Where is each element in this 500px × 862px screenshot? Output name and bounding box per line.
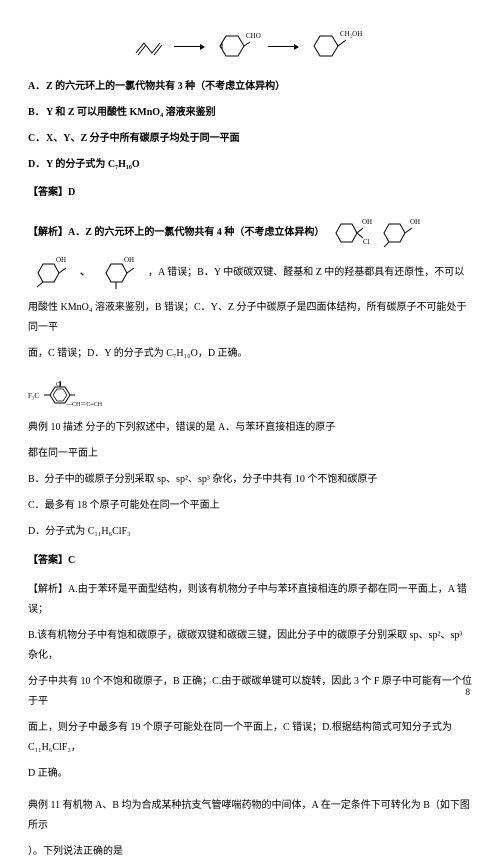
svg-text:OH: OH <box>56 256 66 264</box>
cyclohexene-cho: CHO <box>210 28 262 64</box>
analysis-1: 【解析】A．Z 的六元环上的一氯代物共有 4 种（不考虑立体异构） OH Cl … <box>28 216 472 364</box>
analysis2-p2: B.该有机物分子中有饱和碳原子，碳碳双键和碳碳三键，因此分子中的碳原子分别采取 … <box>28 626 472 666</box>
option-a: A．Z 的六元环上的一氯代物共有 3 种（不考虑立体异构） <box>28 78 472 96</box>
ex10-line1a: 典例 10 描述 分子的下列叙述中，错误的是 A．与苯环直接相连的原子 <box>28 418 472 438</box>
svg-text:Cl: Cl <box>56 382 62 388</box>
struct-small-2: OH <box>376 216 424 250</box>
svg-text:OH: OH <box>410 218 420 226</box>
answer-1: 【答案】D <box>28 184 472 202</box>
ex10-b: B．分子中的碳原子分别采取 sp、sp²、sp³ 杂化，分子中共有 10 个不饱… <box>28 470 472 490</box>
option-b-text: Y 和 Z 可以用酸性 KMnO₄ 溶液来鉴别 <box>46 107 216 118</box>
page-number: 8 <box>466 684 471 700</box>
analysis-1-tail1: ，A 错误；B．Y 中碳碳双键、醛基和 Z 中的羟基都具有还原性，不可以 <box>148 263 464 283</box>
svg-text:F₃C: F₃C <box>28 392 39 400</box>
svg-text:—CH＝C≡CH: —CH＝C≡CH <box>65 402 103 408</box>
svg-text:OH: OH <box>124 256 134 264</box>
ex10-c: C．最多有 18 个原子可能处在同一个平面上 <box>28 496 472 516</box>
benzene-structure: F₃C Cl —CH＝C≡CH <box>28 378 106 412</box>
analysis2-p1: 【解析】A.由于苯环是平面型结构，则该有机物分子中与苯环直接相连的原子都在同一平… <box>28 580 472 620</box>
ex10-d: D．分子式为 C₁₁H₆ClF₃ <box>28 522 472 542</box>
option-a-text: Z 的六元环上的一氯代物共有 3 种（不考虑立体异构） <box>46 81 285 92</box>
arrow-icon <box>268 46 298 47</box>
struct-small-4: OH <box>96 254 142 292</box>
ex11-p2: ）。下列说法正确的是 <box>28 842 472 862</box>
svg-text:Cl: Cl <box>363 238 370 246</box>
svg-text:OH: OH <box>362 218 372 226</box>
analysis2-p5: D 正确。 <box>28 764 472 784</box>
diene-structure <box>134 33 168 59</box>
option-d-text: Y 的分子式为 C₇H₁₀O <box>46 159 140 170</box>
struct-small-1: OH Cl <box>328 216 376 250</box>
cyclohexane-ch2oh: CH₂OH <box>304 28 366 64</box>
ex10-line1b: 都在同一平面上 <box>28 444 472 464</box>
answer-2: 【答案】C <box>28 552 472 570</box>
struct-small-3: OH <box>28 254 74 292</box>
option-d: D．Y 的分子式为 C₇H₁₀O <box>28 156 472 174</box>
ex11-p1: 典例 11 有机物 A、B 均为合成某种抗支气管哮喘药物的中间体，A 在一定条件… <box>28 796 472 836</box>
reaction-diagram: CHO CH₂OH <box>28 28 472 64</box>
analysis-1-lead: 【解析】A．Z 的六元环上的一氯代物共有 4 种（不考虑立体异构） <box>28 224 324 242</box>
analysis2-p3: 分子中共有 10 个不饱和碳原子，B 正确；C.由于碳碳单键可以旋转，因此 3 … <box>28 672 472 712</box>
option-b: B．Y 和 Z 可以用酸性 KMnO₄ 溶液来鉴别 <box>28 104 472 122</box>
option-c: C．X、Y、Z 分子中所有碳原子均处于同一平面 <box>28 130 472 148</box>
ch2oh-label: CH₂OH <box>340 30 362 38</box>
analysis2-p4: 面上，则分子中最多有 19 个原子可能处在同一个平面上，C 错误；D.根据结构简… <box>28 718 472 758</box>
analysis-1-tail2: 用酸性 KMnO₄ 溶液来鉴别，B 错误；C．Y、Z 分子中碳原子是四面体结构，… <box>28 298 472 338</box>
arrow-icon <box>174 46 204 47</box>
option-c-text: X、Y、Z 分子中所有碳原子均处于同一平面 <box>46 133 240 144</box>
analysis-1-tail3: 面，C 错误；D．Y 的分子式为 C₇H₁₀O，D 正确。 <box>28 344 472 364</box>
example-10-head: F₃C Cl —CH＝C≡CH <box>28 378 472 412</box>
cho-label: CHO <box>246 32 261 40</box>
